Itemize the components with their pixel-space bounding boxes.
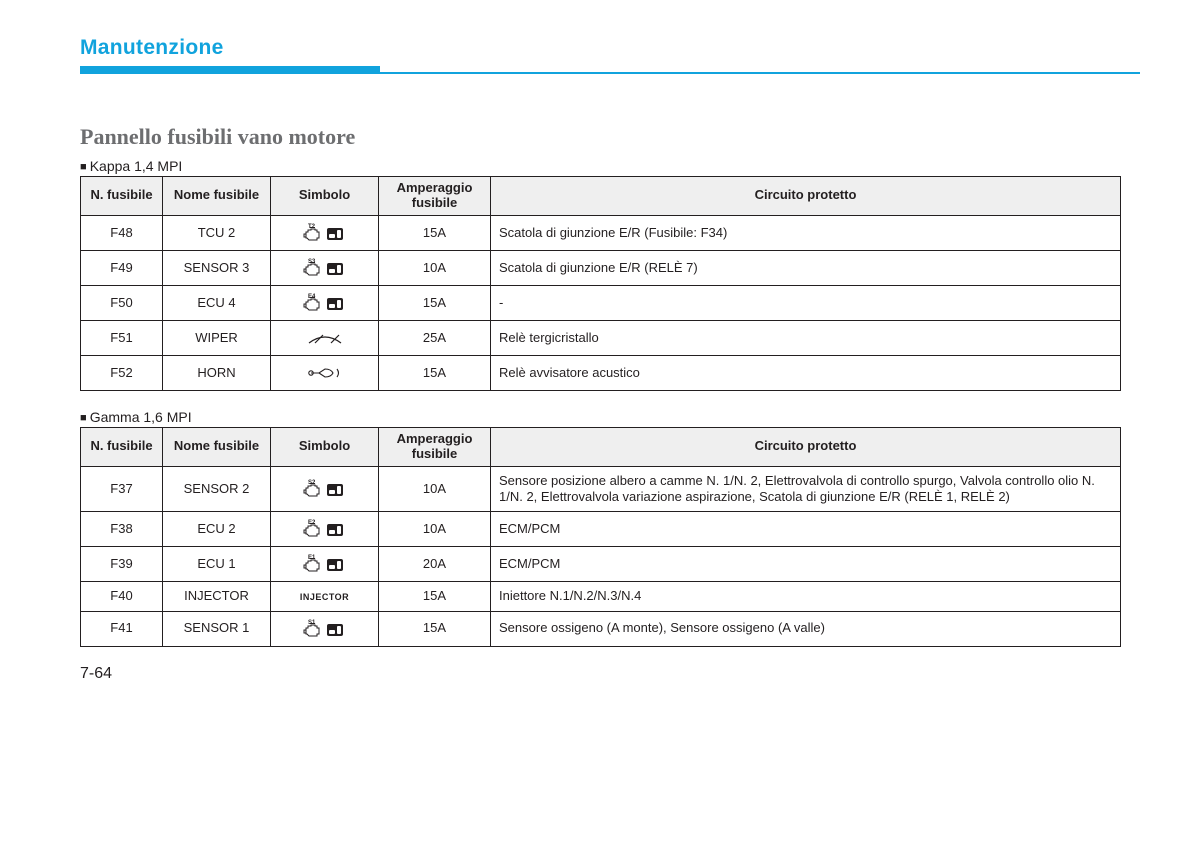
col-num: N. fusibile <box>81 177 163 216</box>
table-subhead: Kappa 1,4 MPI <box>80 158 1140 174</box>
engine-block-icon: S1 <box>303 618 347 640</box>
col-amp: Amperaggiofusibile <box>379 427 491 466</box>
cell-num: F39 <box>81 547 163 582</box>
cell-amp: 15A <box>379 611 491 646</box>
col-symbol: Simbolo <box>271 427 379 466</box>
cell-amp: 10A <box>379 250 491 285</box>
cell-symbol: S1 <box>271 611 379 646</box>
cell-amp: 15A <box>379 355 491 390</box>
header-rule <box>80 66 1140 74</box>
chapter-heading: Manutenzione <box>80 36 1140 60</box>
table-row: F38 ECU 2 E2 10A ECM/PCM <box>81 512 1121 547</box>
cell-symbol: E1 <box>271 547 379 582</box>
cell-name: SENSOR 1 <box>163 611 271 646</box>
col-amp: Amperaggiofusibile <box>379 177 491 216</box>
engine-block-icon: E4 <box>303 292 347 314</box>
cell-num: F51 <box>81 320 163 355</box>
cell-circuit: Iniettore N.1/N.2/N.3/N.4 <box>491 582 1121 611</box>
cell-circuit: Relè tergicristallo <box>491 320 1121 355</box>
cell-circuit: Relè avvisatore acustico <box>491 355 1121 390</box>
cell-amp: 15A <box>379 582 491 611</box>
fuse-table: N. fusibile Nome fusibile Simbolo Ampera… <box>80 176 1121 391</box>
cell-amp: 15A <box>379 215 491 250</box>
cell-circuit: Sensore posizione albero a camme N. 1/N.… <box>491 466 1121 512</box>
cell-symbol: E2 <box>271 512 379 547</box>
cell-symbol <box>271 320 379 355</box>
cell-amp: 10A <box>379 466 491 512</box>
cell-name: HORN <box>163 355 271 390</box>
table-row: F52 HORN 15A Relè avvisatore acustico <box>81 355 1121 390</box>
table-row: F37 SENSOR 2 S2 10A Sensore posizione al… <box>81 466 1121 512</box>
cell-num: F38 <box>81 512 163 547</box>
fuse-table-block: Gamma 1,6 MPI N. fusibile Nome fusibile … <box>80 409 1140 647</box>
table-row: F48 TCU 2 T2 15A Scatola di giunzione E/… <box>81 215 1121 250</box>
panel-title: Pannello fusibili vano motore <box>80 124 1140 150</box>
cell-name: ECU 1 <box>163 547 271 582</box>
cell-name: ECU 2 <box>163 512 271 547</box>
cell-num: F49 <box>81 250 163 285</box>
col-name: Nome fusibile <box>163 427 271 466</box>
page-number: 7-64 <box>80 665 1140 683</box>
table-row: F49 SENSOR 3 S3 10A Scatola di giunzione… <box>81 250 1121 285</box>
cell-symbol: T2 <box>271 215 379 250</box>
tables-container: Kappa 1,4 MPI N. fusibile Nome fusibile … <box>80 158 1140 647</box>
cell-name: INJECTOR <box>163 582 271 611</box>
col-circuit: Circuito protetto <box>491 177 1121 216</box>
cell-num: F52 <box>81 355 163 390</box>
table-row: F51 WIPER 25A Relè tergicristallo <box>81 320 1121 355</box>
horn-icon <box>303 362 347 384</box>
col-num: N. fusibile <box>81 427 163 466</box>
manual-page: Manutenzione Pannello fusibili vano moto… <box>0 0 1200 703</box>
cell-num: F37 <box>81 466 163 512</box>
cell-amp: 25A <box>379 320 491 355</box>
table-row: F40 INJECTOR INJECTOR 15A Iniettore N.1/… <box>81 582 1121 611</box>
fuse-table: N. fusibile Nome fusibile Simbolo Ampera… <box>80 427 1121 647</box>
engine-block-icon: S2 <box>303 478 347 500</box>
cell-circuit: - <box>491 285 1121 320</box>
cell-name: WIPER <box>163 320 271 355</box>
fuse-table-block: Kappa 1,4 MPI N. fusibile Nome fusibile … <box>80 158 1140 391</box>
cell-symbol <box>271 355 379 390</box>
cell-amp: 20A <box>379 547 491 582</box>
table-row: F39 ECU 1 E1 20A ECM/PCM <box>81 547 1121 582</box>
col-circuit: Circuito protetto <box>491 427 1121 466</box>
cell-symbol: S2 <box>271 466 379 512</box>
cell-symbol: INJECTOR <box>271 582 379 611</box>
cell-num: F50 <box>81 285 163 320</box>
cell-name: SENSOR 3 <box>163 250 271 285</box>
cell-num: F41 <box>81 611 163 646</box>
cell-circuit: Scatola di giunzione E/R (RELÈ 7) <box>491 250 1121 285</box>
cell-name: ECU 4 <box>163 285 271 320</box>
table-row: F41 SENSOR 1 S1 15A Sensore ossigeno (A … <box>81 611 1121 646</box>
cell-num: F40 <box>81 582 163 611</box>
engine-block-icon: S3 <box>303 257 347 279</box>
wiper-icon <box>303 327 347 349</box>
cell-num: F48 <box>81 215 163 250</box>
cell-circuit: ECM/PCM <box>491 547 1121 582</box>
cell-amp: 10A <box>379 512 491 547</box>
injector-text-icon: INJECTOR <box>300 592 349 602</box>
table-row: F50 ECU 4 E4 15A - <box>81 285 1121 320</box>
rule-thin <box>380 72 1140 74</box>
engine-block-icon: E1 <box>303 553 347 575</box>
cell-circuit: Scatola di giunzione E/R (Fusibile: F34) <box>491 215 1121 250</box>
engine-block-icon: E2 <box>303 518 347 540</box>
col-symbol: Simbolo <box>271 177 379 216</box>
cell-circuit: Sensore ossigeno (A monte), Sensore ossi… <box>491 611 1121 646</box>
cell-name: SENSOR 2 <box>163 466 271 512</box>
cell-symbol: S3 <box>271 250 379 285</box>
cell-symbol: E4 <box>271 285 379 320</box>
table-subhead: Gamma 1,6 MPI <box>80 409 1140 425</box>
cell-amp: 15A <box>379 285 491 320</box>
cell-circuit: ECM/PCM <box>491 512 1121 547</box>
col-name: Nome fusibile <box>163 177 271 216</box>
engine-block-icon: T2 <box>303 222 347 244</box>
rule-thick <box>80 66 380 74</box>
cell-name: TCU 2 <box>163 215 271 250</box>
